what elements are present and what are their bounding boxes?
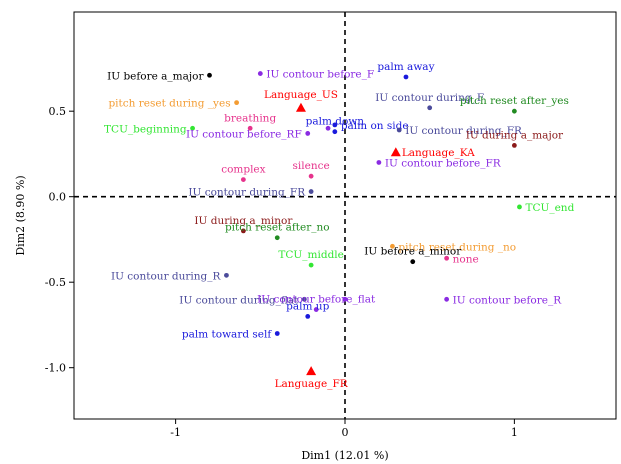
data-point-label: palm down [306,116,365,128]
data-point [332,129,338,135]
data-point-label: palm away [377,61,434,73]
data-point-label: pitch reset during _yes [108,98,230,110]
data-point-label: IU contour before_flat [257,294,376,306]
data-point [376,160,382,165]
data-point [274,235,280,241]
data-point [305,313,311,319]
data-point [410,259,416,265]
data-point-label: IU contour before_R [453,294,563,306]
data-point-label: IU before a_major [107,70,204,82]
data-point-label: IU contour during_FR [405,125,523,137]
data-point [240,228,246,234]
data-point-label: palm up [286,300,329,312]
y-axis-title: Dim2 (8.90 %) [14,175,27,255]
data-point [207,72,212,78]
data-point-label: IU during a_minor [194,215,293,227]
x-tick-label: -1 [170,426,181,439]
data-point [427,105,433,111]
data-point-label: pitch reset after_yes [460,95,569,107]
x-axis-title: Dim1 (12.01 %) [301,449,388,462]
data-point-label: palm on side [341,120,409,132]
data-point [224,272,229,278]
data-point-label: IU before a_minor [364,246,462,258]
data-point [257,71,263,76]
data-point-triangle [306,366,317,376]
data-point [444,296,450,302]
data-point-label: none [453,253,479,265]
data-point [313,307,319,312]
data-point [308,173,314,179]
data-point [517,204,522,210]
data-point-label: pitch reset during _no [398,241,516,253]
data-point-label: IU contour during_flat [179,294,299,306]
data-point-label: TCU_beginning [104,123,187,135]
data-point [396,127,402,133]
data-point-label: complex [221,164,265,176]
data-point [390,243,395,249]
data-point [247,125,253,131]
data-point-label: Language_KA [402,147,475,159]
data-point-label: palm toward self [182,328,272,340]
data-point-triangle [390,147,401,157]
data-point-label: IU contour during_F [375,92,484,104]
data-point-label: TCU_middle [278,249,343,261]
data-point [342,296,348,302]
data-point [511,108,517,114]
data-point [240,177,246,182]
data-point-label: IU contour during_FR [188,187,306,199]
data-point-label: IU contour before_RF [186,128,302,140]
data-point [190,125,195,131]
data-point-label: breathing [224,112,276,124]
data-point-label: IU contour before_FR [385,157,502,169]
data-point-label: Language_US [264,89,338,101]
data-point-label: silence [293,160,330,172]
y-tick-label: -1.0 [45,362,66,375]
data-point [305,131,311,136]
data-point [234,100,240,106]
x-tick-label: 0 [342,426,349,439]
data-point-label: TCU_end [525,202,574,214]
data-point [274,331,280,336]
data-point-label: IU contour before_F [266,69,374,81]
data-point [444,255,450,261]
data-point-label: IU during a_major [466,129,564,141]
y-tick-label: 0.5 [49,105,67,118]
data-point [403,74,409,80]
data-point [308,262,314,268]
y-tick-label: 0.0 [49,191,67,204]
y-tick-label: -0.5 [45,276,66,289]
data-point-label: Language_FR [275,378,349,390]
data-point [332,122,338,128]
data-point [308,189,314,194]
x-tick-label: 1 [511,426,518,439]
data-point [301,296,307,302]
data-point [325,125,331,131]
data-point-label: IU contour during_R [111,270,222,282]
data-point-triangle [295,102,306,112]
data-point [511,142,517,148]
data-point-label: pitch reset after_no [225,222,330,234]
